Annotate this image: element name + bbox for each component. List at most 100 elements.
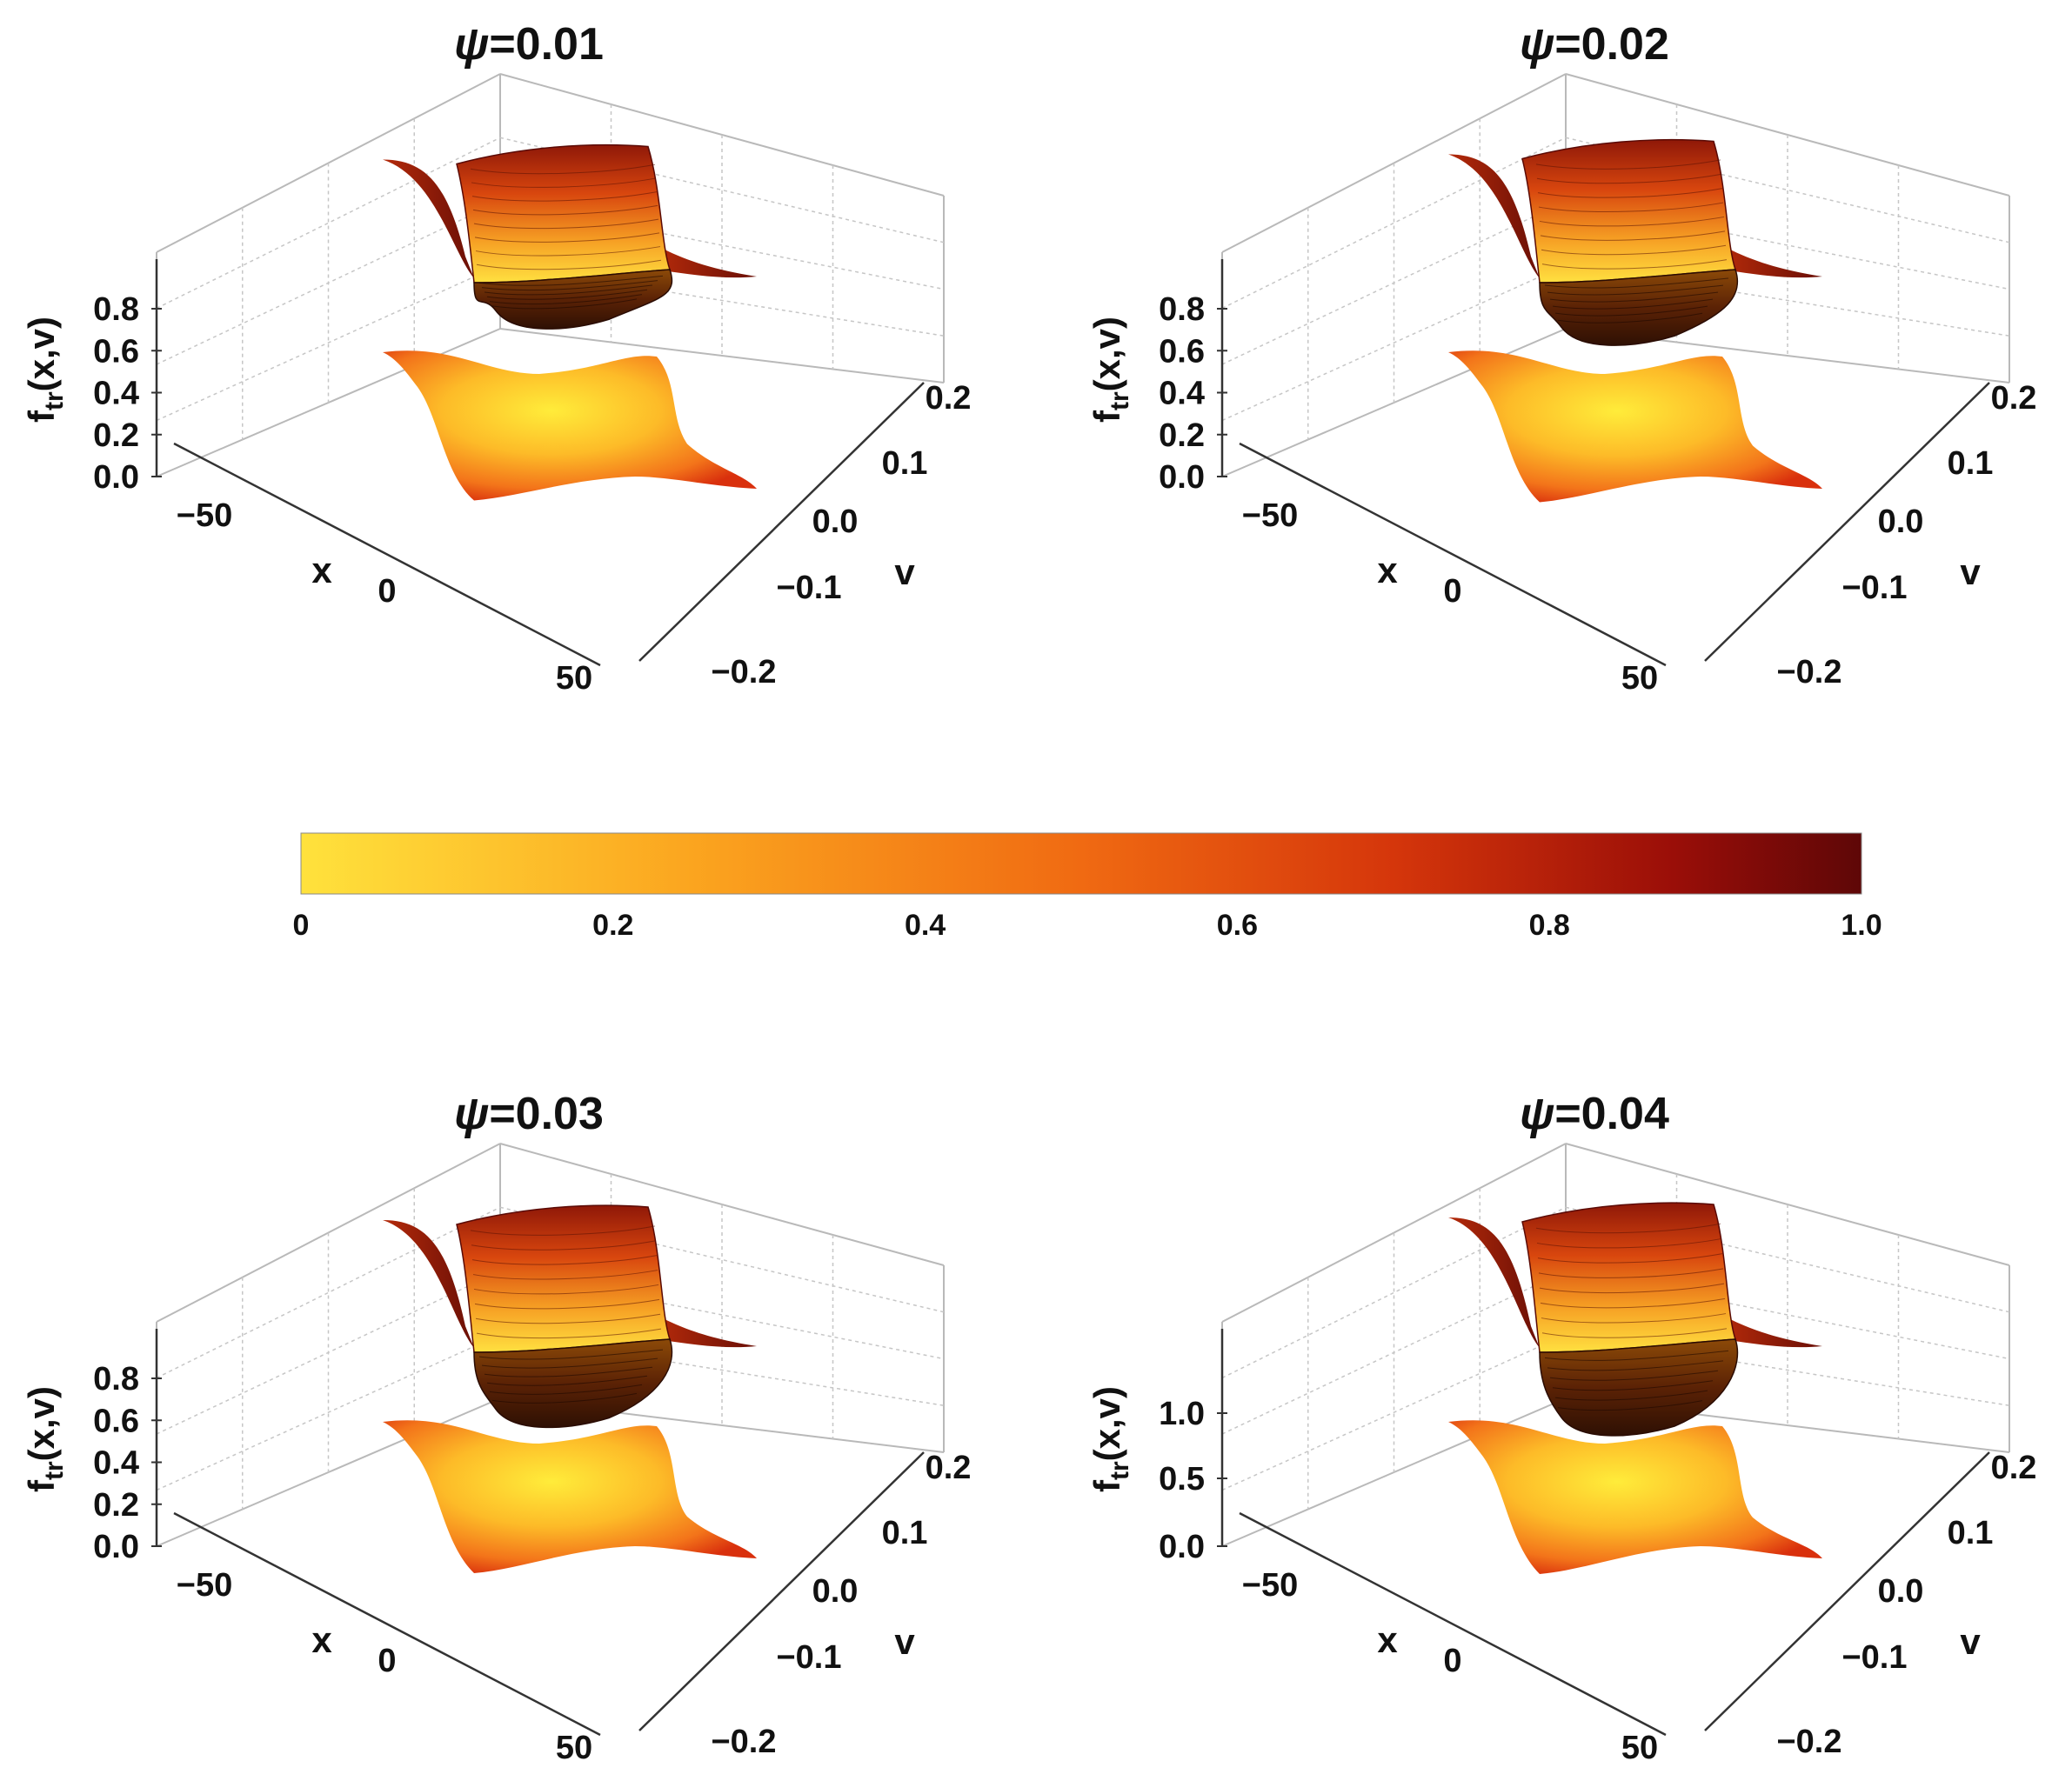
contour-line <box>1547 1360 1724 1371</box>
x-tick-label: −50 <box>1242 497 1298 534</box>
surface-wing-right <box>657 1317 757 1348</box>
x-tick-label: 0 <box>378 1643 396 1679</box>
x-tick-label: −50 <box>1242 1567 1298 1604</box>
contour-line <box>478 275 664 286</box>
contour-line <box>1554 1390 1708 1401</box>
panel-title: ψ=0.01 <box>454 19 604 70</box>
v-tick-label: 0.2 <box>1991 380 2037 417</box>
x-tick-label: 0 <box>1443 1643 1461 1679</box>
v-tick-label: −0.2 <box>711 654 776 690</box>
contour-line <box>476 259 662 270</box>
contour-line <box>1544 277 1729 289</box>
surface-wing-right <box>657 248 757 278</box>
contour-line <box>1541 1313 1727 1324</box>
contour-line <box>472 204 658 216</box>
z-tick-label: 0.5 <box>1159 1461 1205 1498</box>
grid-line <box>156 264 501 422</box>
z-tick-label: 0.4 <box>1159 376 1205 412</box>
panel-title: ψ=0.02 <box>1520 19 1669 70</box>
grid-line <box>1565 264 2010 337</box>
z-tick-label: 0.4 <box>93 1445 139 1482</box>
z-label-args: (x,v) <box>21 1386 62 1461</box>
z-label-sub: tr <box>1106 1461 1134 1480</box>
axes <box>155 1329 925 1737</box>
contour-line <box>1540 1297 1726 1309</box>
x-axis-line <box>173 1511 601 1737</box>
z-axis-label: ftr(x,v) <box>21 317 69 423</box>
contour-line <box>1557 1400 1703 1411</box>
contour-line <box>1536 173 1722 184</box>
z-label-args: (x,v) <box>21 317 62 391</box>
z-tick-label: 0.0 <box>1159 459 1205 496</box>
x-tick-label: −50 <box>177 497 232 534</box>
contour-line <box>491 1392 638 1404</box>
contour-line <box>475 1313 661 1324</box>
axes <box>1220 1329 1990 1737</box>
grid-lines <box>1221 1174 2010 1510</box>
contour-line <box>474 1298 660 1310</box>
title-symbol: ψ <box>1520 1089 1554 1139</box>
z-label-main: f <box>1086 1479 1127 1492</box>
grid-line <box>1221 1270 1567 1435</box>
box-edge <box>499 328 945 384</box>
v-tick-label: 0.2 <box>1991 1450 2037 1486</box>
contour-line <box>1538 202 1724 212</box>
grid-line <box>156 1334 501 1491</box>
projected-density <box>1448 1420 1822 1574</box>
contour-line <box>478 1349 664 1360</box>
v-tick-label: 0.2 <box>926 380 972 417</box>
contour-line <box>470 163 656 175</box>
z-label-args: (x,v) <box>1086 1386 1127 1461</box>
z-axis-label: ftr(x,v) <box>1086 1386 1134 1492</box>
surface-upper <box>456 143 672 283</box>
title-value: =0.01 <box>489 19 604 70</box>
title-symbol: ψ <box>454 19 489 70</box>
panel-title: ψ=0.03 <box>454 1089 604 1139</box>
grid-line <box>499 1270 945 1360</box>
grid-line <box>1221 264 1567 422</box>
density-surface <box>383 143 757 330</box>
contour-line <box>471 177 657 188</box>
grid-line <box>1221 1206 1567 1379</box>
v-tick-label: 0.0 <box>812 504 859 540</box>
contour-line <box>1549 291 1719 303</box>
z-label-sub: tr <box>40 1461 69 1480</box>
z-tick-label: 0.0 <box>93 459 139 496</box>
x-tick-label: 50 <box>556 1730 592 1766</box>
z-axis-label: ftr(x,v) <box>1086 317 1134 423</box>
grid-line <box>1565 1334 2010 1406</box>
contour-line <box>476 1328 662 1339</box>
grid-line <box>1221 137 1567 310</box>
x-axis-line <box>173 442 601 667</box>
v-axis-label: v <box>894 1621 915 1662</box>
surface-wing-right <box>1722 248 1822 278</box>
projected-density <box>383 350 757 501</box>
z-tick-label: 0.2 <box>1159 417 1205 454</box>
grid-lines <box>156 104 945 440</box>
surface-wing-left <box>1448 154 1540 278</box>
surface-wing-left <box>383 1220 474 1348</box>
contour-line <box>470 1225 656 1236</box>
contour-line <box>473 218 659 230</box>
x-axis-line <box>1239 442 1667 667</box>
contour-line <box>1535 159 1721 170</box>
density-surface <box>383 1204 757 1429</box>
title-symbol: ψ <box>454 1089 489 1139</box>
floor-surface <box>383 1420 757 1573</box>
contour-line <box>486 289 648 300</box>
contour-line <box>1539 216 1725 227</box>
v-tick-label: −0.2 <box>1776 1724 1841 1760</box>
contour-line <box>1552 298 1714 310</box>
contour-line <box>1536 1237 1722 1249</box>
x-tick-label: 0 <box>378 573 396 610</box>
v-tick-label: 0.1 <box>1948 1515 1994 1551</box>
floor-surface <box>383 350 757 501</box>
contour-line <box>484 284 653 296</box>
grid-line <box>156 1270 501 1435</box>
contour-line <box>1552 1380 1714 1391</box>
v-tick-label: −0.2 <box>1776 654 1841 690</box>
z-tick-label: 0.4 <box>93 376 139 412</box>
z-tick-label: 1.0 <box>1159 1396 1205 1432</box>
contour-line <box>1554 305 1708 317</box>
title-symbol: ψ <box>1520 19 1554 70</box>
